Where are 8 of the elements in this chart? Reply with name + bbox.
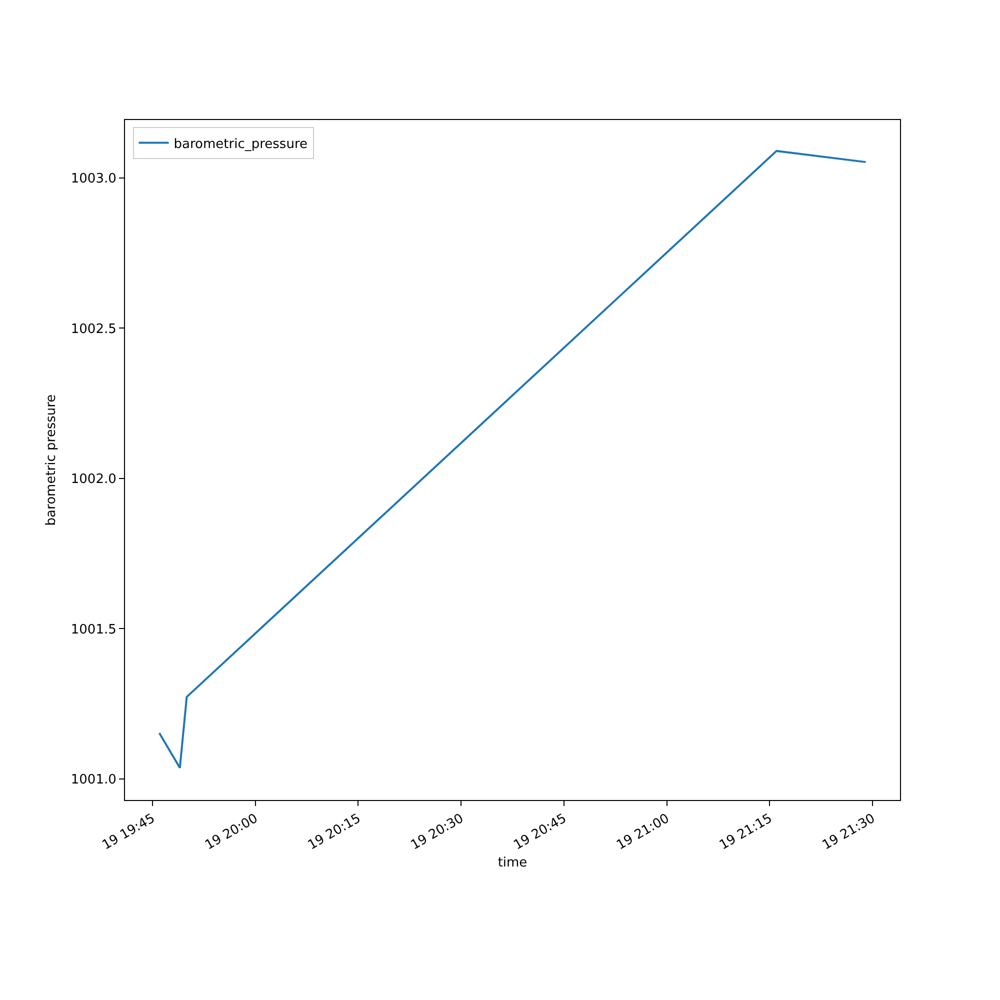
y-tick-label: 1002.5 [70, 322, 116, 337]
y-tick-label: 1001.5 [70, 622, 116, 638]
y-axis-title: barometric pressure [44, 394, 59, 526]
y-tick-label: 1001.0 [70, 772, 116, 788]
y-tick-label: 1003.0 [70, 172, 116, 187]
legend-label: barometric_pressure [174, 136, 308, 152]
y-tick-label: 1002.0 [70, 472, 116, 488]
x-axis-title: time [498, 855, 528, 870]
